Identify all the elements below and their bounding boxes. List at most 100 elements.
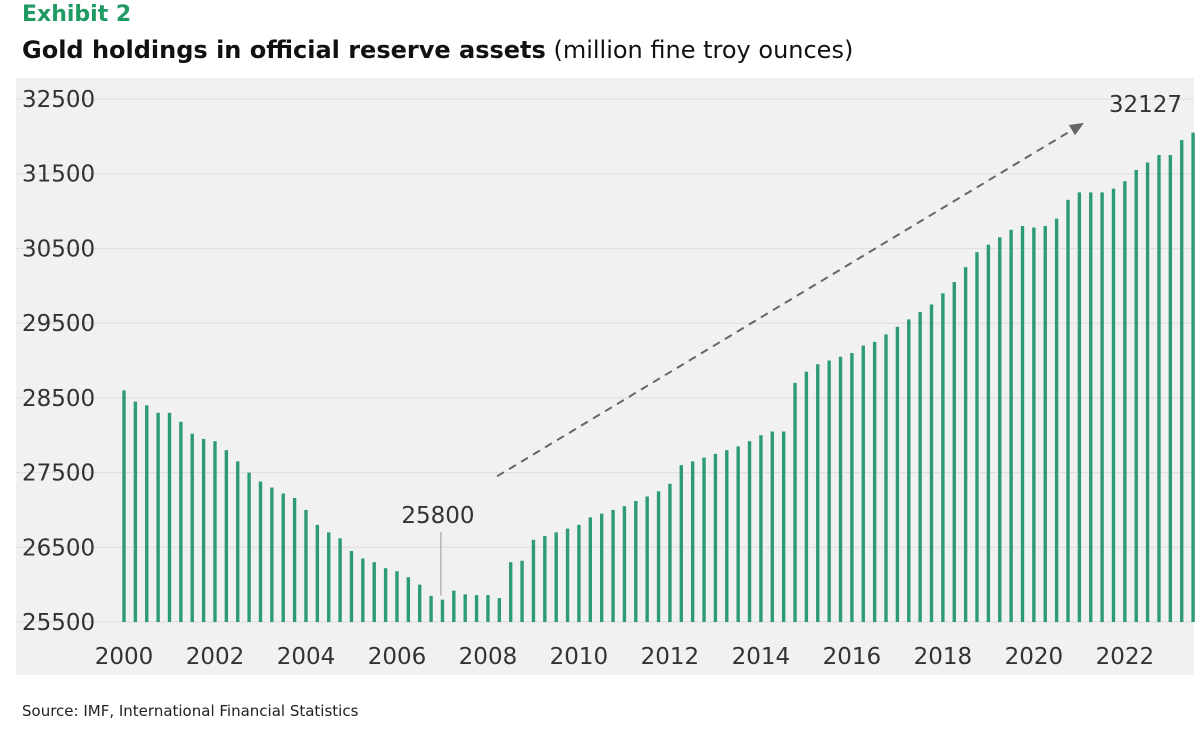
- bar-50: [690, 461, 695, 622]
- bar-49: [679, 465, 683, 622]
- x-tick-label-2016: 2016: [823, 644, 882, 670]
- x-tick-label-2006: 2006: [368, 644, 427, 670]
- bar-87: [1111, 188, 1116, 622]
- bar-62: [827, 360, 831, 622]
- bar-2: [145, 405, 149, 622]
- bar-80: [1032, 227, 1036, 622]
- bar-86: [1100, 192, 1104, 622]
- y-tick-label-32500: 32500: [22, 87, 95, 113]
- x-tick-label-2012: 2012: [641, 644, 700, 670]
- y-tick-label-26500: 26500: [22, 535, 95, 561]
- bar-54: [736, 446, 740, 622]
- bar-18: [327, 532, 331, 622]
- bar-57: [770, 431, 774, 622]
- bar-7: [201, 438, 206, 622]
- y-tick-label-31500: 31500: [22, 162, 95, 188]
- x-tick-label-2010: 2010: [550, 644, 609, 670]
- bar-85: [1089, 192, 1093, 622]
- bar-43: [611, 509, 615, 622]
- y-tick-label-25500: 25500: [22, 610, 95, 636]
- bar-38: [554, 532, 558, 622]
- bar-14: [281, 493, 285, 622]
- bar-76: [986, 244, 991, 622]
- bar-series: [122, 132, 1195, 623]
- bar-42: [599, 513, 604, 622]
- bar-48: [668, 483, 672, 622]
- bar-41: [588, 517, 593, 622]
- grid-lines: [16, 98, 1194, 623]
- bar-89: [1134, 169, 1138, 622]
- x-tick-label-2014: 2014: [732, 644, 791, 670]
- bar-61: [816, 364, 820, 622]
- bar-70: [918, 311, 922, 622]
- bar-68: [895, 326, 900, 622]
- bar-29: [452, 590, 456, 622]
- bar-52: [713, 453, 718, 622]
- bar-40: [577, 524, 581, 622]
- x-tick-label-2008: 2008: [459, 644, 518, 670]
- bar-28: [440, 599, 445, 622]
- chart-title-unit: (million fine troy ounces): [553, 36, 854, 64]
- bar-72: [941, 293, 945, 622]
- source-note: Source: IMF, International Financial Sta…: [22, 702, 359, 720]
- y-tick-label-30500: 30500: [22, 236, 95, 262]
- trend-arrow-line: [496, 122, 1085, 478]
- bar-65: [861, 345, 865, 622]
- bar-60: [804, 371, 809, 622]
- bar-64: [850, 353, 854, 622]
- bar-1: [133, 401, 138, 622]
- y-tick-label-27500: 27500: [22, 461, 95, 487]
- bar-59: [793, 382, 797, 622]
- bar-91: [1157, 155, 1161, 623]
- trend-arrow-head: [1068, 122, 1084, 136]
- bar-3: [156, 412, 160, 622]
- bar-73: [952, 282, 956, 622]
- bar-22: [372, 562, 376, 622]
- bar-63: [838, 356, 843, 622]
- annotation-label-max: 32127: [1109, 92, 1182, 118]
- y-tick-label-29500: 29500: [22, 311, 95, 337]
- bar-25: [406, 577, 411, 622]
- bar-56: [759, 435, 763, 622]
- bar-71: [929, 304, 934, 622]
- x-tick-label-2000: 2000: [95, 644, 154, 670]
- bar-16: [304, 509, 308, 622]
- bar-81: [1043, 226, 1047, 622]
- plot-background: [16, 78, 1194, 675]
- bar-23: [383, 568, 388, 622]
- bar-78: [1009, 229, 1013, 622]
- bar-9: [224, 450, 229, 622]
- bar-6: [190, 433, 194, 622]
- x-tick-label-2002: 2002: [186, 644, 245, 670]
- bar-94: [1191, 132, 1195, 622]
- bar-93: [1180, 140, 1184, 623]
- bar-44: [622, 506, 627, 622]
- bar-35: [520, 560, 524, 622]
- bar-10: [236, 461, 240, 622]
- x-axis-ticks: 2000 2002 2004 2006 2008 2010 2012 2014 2016 2018…: [95, 644, 1154, 670]
- bar-67: [884, 334, 888, 622]
- bar-83: [1066, 199, 1070, 622]
- bar-45: [634, 500, 638, 622]
- x-tick-label-2018: 2018: [914, 644, 973, 670]
- bar-46: [645, 496, 649, 622]
- bar-88: [1123, 181, 1127, 622]
- bar-11: [247, 472, 251, 622]
- bar-34: [508, 562, 513, 622]
- bar-92: [1168, 155, 1173, 623]
- bar-13: [270, 487, 274, 622]
- bar-19: [338, 538, 342, 622]
- bar-37: [543, 536, 547, 622]
- bar-8: [213, 441, 217, 622]
- bar-21: [361, 558, 365, 622]
- bar-32: [486, 595, 490, 622]
- annotation-label-min: 25800: [401, 503, 474, 529]
- bar-30: [463, 594, 467, 622]
- bar-5: [179, 421, 183, 622]
- exhibit-label: Exhibit 2: [22, 2, 132, 27]
- x-tick-label-2004: 2004: [277, 644, 336, 670]
- bar-79: [1020, 226, 1025, 622]
- chart-title-main: Gold holdings in official reserve assets: [22, 36, 546, 64]
- bar-69: [907, 319, 911, 622]
